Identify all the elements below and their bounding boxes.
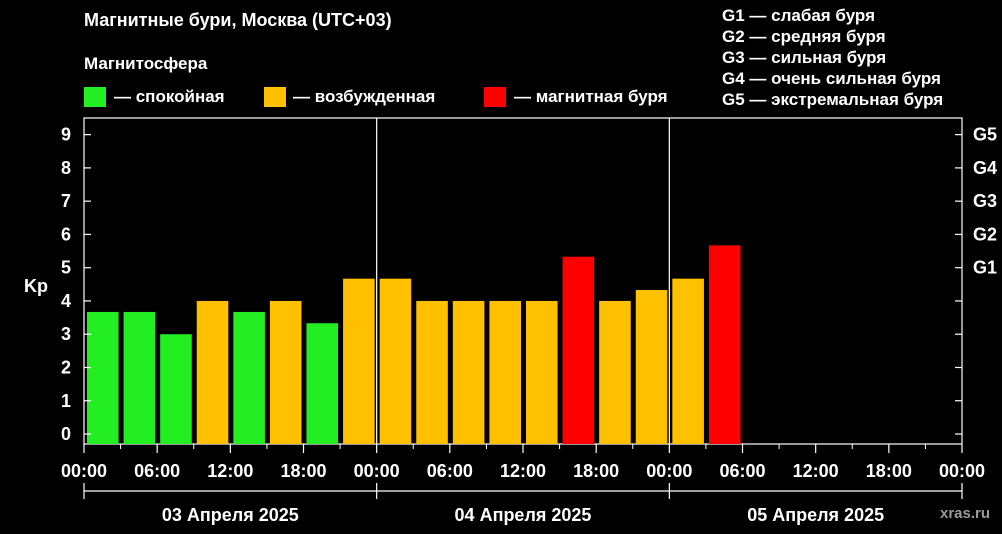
kp-bar <box>160 334 192 444</box>
legend-swatch-active <box>264 87 286 107</box>
y-tick-label: 6 <box>61 224 71 244</box>
legend-item-quiet: — спокойная <box>84 87 225 107</box>
x-axis-ticks: 00:00 06:00 12:00 18:00 00:00 06:00 12:00 18:00… <box>61 444 985 481</box>
date-label: 04 Апреля 2025 <box>455 505 592 525</box>
day-separators <box>376 118 670 444</box>
y-axis-ticks: 0 1 2 3 4 5 6 7 8 9 <box>61 125 962 444</box>
kp-bar <box>452 300 485 444</box>
x-tick-label: 18:00 <box>573 461 619 481</box>
kp-bar <box>87 311 119 444</box>
g-scale-g3: G3 — сильная буря <box>722 48 886 67</box>
legend-title: Магнитосфера <box>84 54 208 73</box>
legend-label-active: — возбужденная <box>293 87 435 106</box>
date-label: 03 Апреля 2025 <box>162 505 299 525</box>
date-axis: 03 Апреля 2025 04 Апреля 2025 05 Апреля 20… <box>83 483 963 525</box>
kp-bar <box>672 278 704 444</box>
y-tick-label: 2 <box>61 357 71 377</box>
x-tick-label: 18:00 <box>280 461 326 481</box>
y-tick-label: 5 <box>61 258 71 278</box>
chart-title: Магнитные бури, Москва (UTC+03) <box>84 10 392 30</box>
kp-bar <box>416 300 448 444</box>
x-tick-label: 06:00 <box>427 461 473 481</box>
x-tick-label: 00:00 <box>354 461 400 481</box>
y-tick-label: 9 <box>61 125 71 145</box>
kp-bar <box>233 311 265 444</box>
kp-bar <box>635 289 668 444</box>
kp-bar <box>343 278 375 444</box>
legend: — спокойная — возбужденная — магнитная б… <box>84 87 668 107</box>
y-tick-label: 8 <box>61 158 71 178</box>
y-tick-label: 7 <box>61 191 71 211</box>
x-tick-label: 00:00 <box>939 461 985 481</box>
kp-bar <box>708 245 741 444</box>
g-scale-g1: G1 — слабая буря <box>722 6 875 25</box>
legend-item-active: — возбужденная <box>264 87 435 107</box>
x-tick-label: 12:00 <box>793 461 839 481</box>
y-tick-label: 0 <box>61 424 71 444</box>
kp-bar <box>526 300 558 444</box>
y-tick-label: 3 <box>61 324 71 344</box>
g-tick-label: G3 <box>973 191 997 211</box>
g-tick-label: G5 <box>973 125 997 145</box>
watermark: xras.ru <box>940 505 990 522</box>
x-tick-label: 00:00 <box>61 461 107 481</box>
x-tick-label: 18:00 <box>866 461 912 481</box>
date-label: 05 Апреля 2025 <box>747 505 884 525</box>
kp-bar <box>123 311 156 444</box>
g-tick-label: G2 <box>973 224 997 244</box>
kp-bar <box>306 323 339 444</box>
y-tick-label: 4 <box>61 291 71 311</box>
g-scale-g4: G4 — очень сильная буря <box>722 69 941 88</box>
y-axis-label: Kp <box>24 276 48 296</box>
x-tick-label: 12:00 <box>207 461 253 481</box>
kp-bar <box>562 256 595 444</box>
legend-label-storm: — магнитная буря <box>514 87 668 106</box>
legend-swatch-quiet <box>84 87 106 107</box>
g-scale-g2: G2 — средняя буря <box>722 27 886 46</box>
legend-item-storm: — магнитная буря <box>484 87 668 107</box>
legend-label-quiet: — спокойная <box>114 87 225 106</box>
x-tick-label: 12:00 <box>500 461 546 481</box>
kp-bar <box>489 300 521 444</box>
bars <box>87 245 741 444</box>
g-tick-label: G4 <box>973 158 997 178</box>
g-axis-ticks: G1 G2 G3 G4 G5 <box>973 125 997 278</box>
y-tick-label: 1 <box>61 391 71 411</box>
g-scale-g5: G5 — экстремальная буря <box>722 90 943 109</box>
legend-swatch-storm <box>484 87 506 107</box>
g-scale-legend: G1 — слабая буря G2 — средняя буря G3 — … <box>722 6 943 109</box>
x-tick-label: 06:00 <box>719 461 765 481</box>
kp-bar <box>379 278 412 444</box>
x-tick-label: 06:00 <box>134 461 180 481</box>
x-tick-label: 00:00 <box>646 461 692 481</box>
kp-bar <box>269 300 302 444</box>
kp-bar <box>599 300 631 444</box>
g-tick-label: G1 <box>973 258 997 278</box>
kp-bar <box>196 300 229 444</box>
